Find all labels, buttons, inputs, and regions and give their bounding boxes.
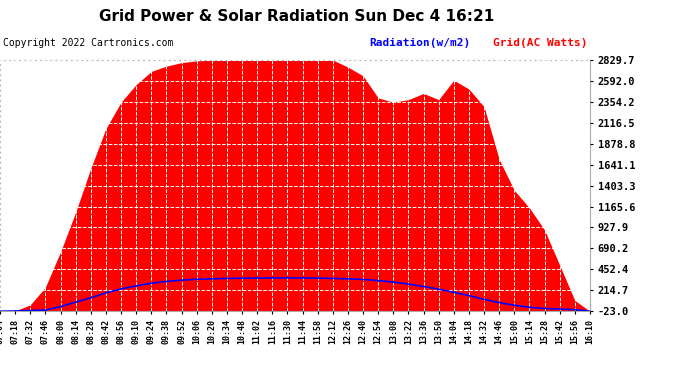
Text: Grid(AC Watts): Grid(AC Watts)	[493, 38, 588, 48]
Text: Copyright 2022 Cartronics.com: Copyright 2022 Cartronics.com	[3, 38, 174, 48]
Text: Grid Power & Solar Radiation Sun Dec 4 16:21: Grid Power & Solar Radiation Sun Dec 4 1…	[99, 9, 494, 24]
Text: Radiation(w/m2): Radiation(w/m2)	[369, 38, 471, 48]
